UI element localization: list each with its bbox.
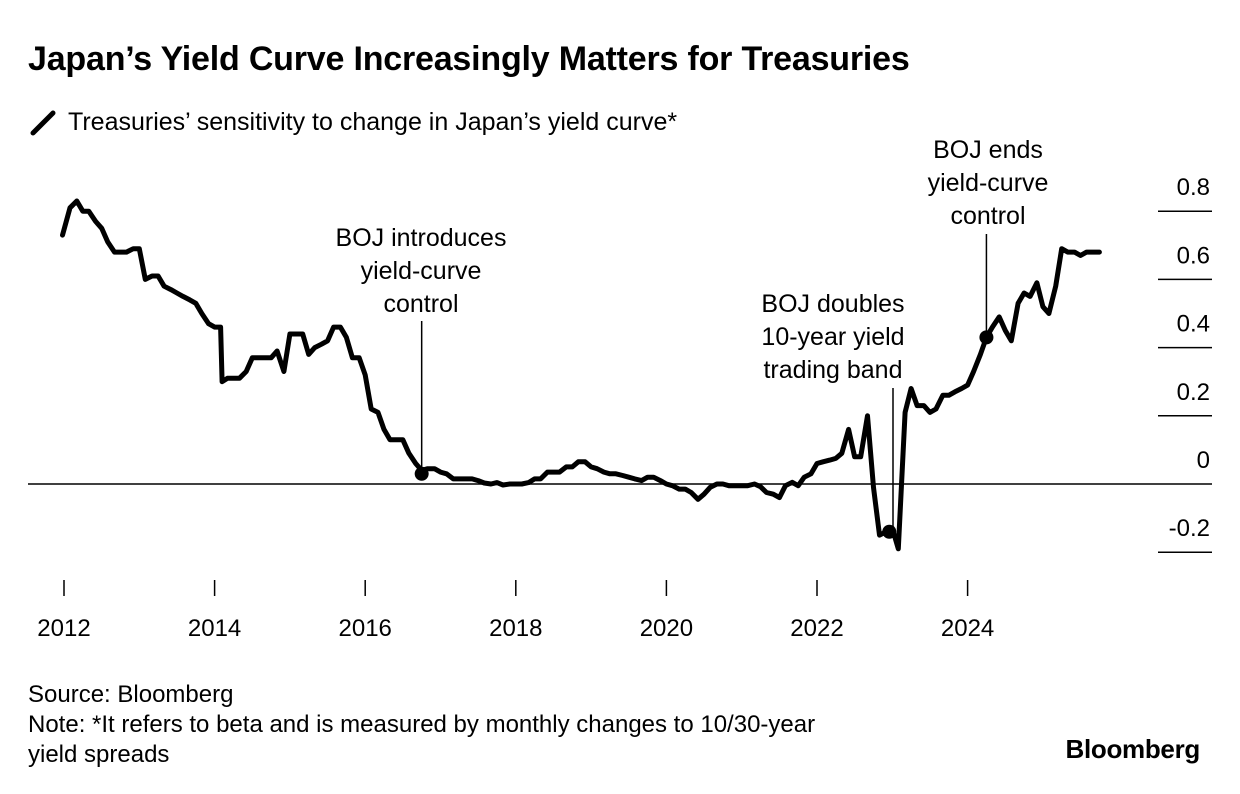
annotation-label-2-line-2: control [950,202,1025,230]
annotation-label-2-line-1: yield-curve [928,169,1049,197]
chart-title: Japan’s Yield Curve Increasingly Matters… [28,40,910,78]
legend: Treasuries’ sensitivity to change in Jap… [30,108,677,137]
y-tick-label-4: 0 [1197,447,1210,474]
note-text-line-1: Note: *It refers to beta and is measured… [28,711,816,738]
x-tick-label-6: 2024 [941,615,994,642]
x-tick-label-3: 2018 [489,615,542,642]
x-tick-label-0: 2012 [37,615,90,642]
source-text: Source: Bloomberg [28,681,234,708]
y-tick-label-2: 0.4 [1177,311,1210,338]
x-tick-label-4: 2020 [640,615,693,642]
annotation-label-1-line-2: trading band [763,356,902,384]
annotation-marker-2 [979,330,994,345]
x-tick-label-1: 2014 [188,615,241,642]
note-text-line-2: yield spreads [28,741,170,768]
y-tick-label-1: 0.6 [1177,242,1210,269]
annotation-label-0-line-1: yield-curve [361,257,482,285]
legend-line-swatch-icon [30,110,56,136]
annotation-label-1-line-0: BOJ doubles [761,290,904,318]
footer: Source: Bloomberg Note: *It refers to be… [28,680,815,770]
annotation-label-0-line-0: BOJ introduces [336,224,507,252]
annotation-marker-1 [882,524,897,539]
annotation-label-1-line-1: 10-year yield [761,323,904,351]
series-line-0 [60,198,1102,552]
annotation-marker-0 [414,466,429,481]
annotation-label-2-line-0: BOJ ends [933,136,1043,164]
annotation-label-0-line-2: control [383,290,458,318]
bloomberg-logo: Bloomberg [1065,734,1200,764]
y-tick-label-3: 0.2 [1177,379,1210,406]
y-tick-label-0: 0.8 [1177,174,1210,201]
legend-label: Treasuries’ sensitivity to change in Jap… [68,108,678,136]
x-tick-label-2: 2016 [339,615,392,642]
y-tick-label-5: -0.2 [1169,515,1210,542]
line-chart: 0.8 0.6 0.4 0.2 0 -0.2 2012 2014 2016 2018 2020 202… [28,136,1212,642]
x-tick-label-5: 2022 [790,615,843,642]
